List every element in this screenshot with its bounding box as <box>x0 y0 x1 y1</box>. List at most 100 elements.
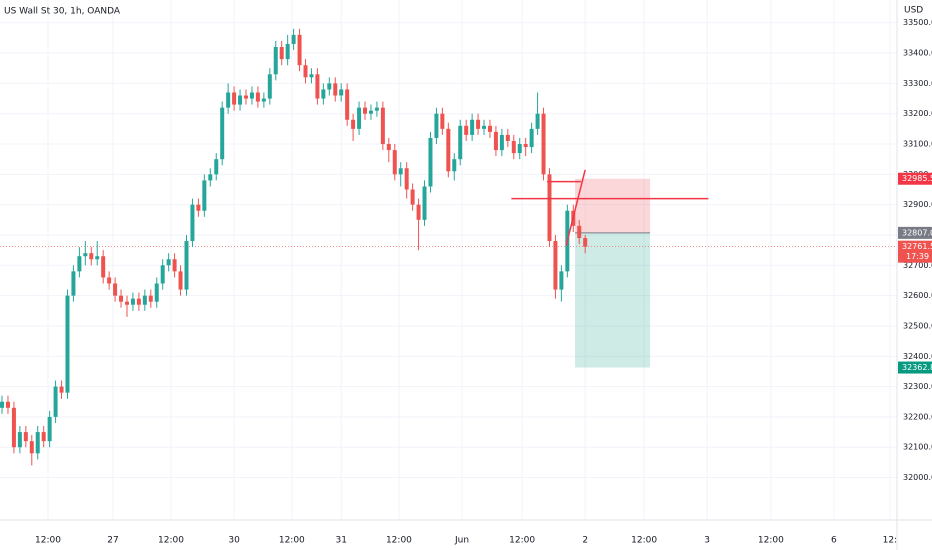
grid <box>0 0 897 520</box>
candle-body <box>523 144 528 148</box>
entry-label: 32807.0 <box>902 228 932 237</box>
candle-body <box>5 401 10 408</box>
candle-body <box>95 256 100 260</box>
candle-body <box>279 46 284 60</box>
candle-body <box>178 271 183 290</box>
candle-body <box>261 98 266 102</box>
candle-body <box>41 432 46 442</box>
y-tick-label: 33500.0 <box>903 18 932 27</box>
candle-body <box>517 144 522 154</box>
candle-body <box>452 159 457 172</box>
candle-body <box>214 159 219 175</box>
candle-body <box>505 134 510 141</box>
candle-body <box>124 301 129 305</box>
candle-body <box>404 168 409 190</box>
candle-body <box>130 298 135 305</box>
candle-body <box>511 140 516 154</box>
y-tick-label: 33100.0 <box>903 140 932 149</box>
plot <box>0 28 897 466</box>
candle-body <box>243 95 248 99</box>
candle-body <box>297 34 302 66</box>
chart-title: US Wall St 30, 1h, OANDA <box>4 7 121 17</box>
stop-zone <box>575 178 651 233</box>
candle-body <box>136 298 141 305</box>
candle-body <box>83 253 88 257</box>
y-tick-label: 32300.0 <box>903 382 932 391</box>
x-tick-label: 3 <box>704 536 710 546</box>
candle-body <box>226 92 231 108</box>
candle-body <box>184 241 189 290</box>
candle-body <box>291 34 296 44</box>
candle-body <box>529 128 534 148</box>
candle-body <box>273 46 278 75</box>
candle-body <box>238 95 243 105</box>
candle-body <box>440 113 445 129</box>
candle-body <box>583 238 588 247</box>
candle-body <box>487 125 492 132</box>
candle-body <box>160 265 165 284</box>
y-tick-label: 33200.0 <box>903 109 932 118</box>
x-tick-label: 12: <box>883 536 897 546</box>
candle-body <box>107 277 112 284</box>
candle-body <box>464 125 469 135</box>
axes: 32000.0 32100.0 32200.0 32300.0 32400.0 32500… <box>35 18 932 546</box>
candle-body <box>577 225 582 239</box>
candle-body <box>547 174 552 242</box>
x-tick-label: 2 <box>582 536 588 546</box>
candle-body <box>398 168 403 175</box>
candle-body <box>380 107 385 145</box>
candle-body <box>476 119 481 129</box>
y-tick-label: 33400.0 <box>903 49 932 58</box>
target-zone <box>575 232 651 368</box>
candle-body <box>482 125 487 129</box>
candle-body <box>446 128 451 172</box>
candle-body <box>202 180 207 211</box>
candle-body <box>59 386 64 393</box>
candle-body <box>541 113 546 175</box>
candle-body <box>333 83 338 96</box>
candle-body <box>0 401 5 408</box>
candle-body <box>559 271 564 290</box>
candle-body <box>315 74 320 99</box>
candle-body <box>119 295 124 302</box>
last-price-label-bg <box>898 240 932 263</box>
candle-body <box>535 113 540 129</box>
candle-body <box>363 107 368 114</box>
y-tick-label: 32600.0 <box>903 291 932 300</box>
candle-body <box>77 256 82 272</box>
target-label-bg <box>898 361 932 374</box>
y-tick-label: 32900.0 <box>903 200 932 209</box>
candle-body <box>321 89 326 99</box>
x-tick-label: 12:00 <box>631 536 657 546</box>
trend-line <box>565 169 586 246</box>
candle-body <box>113 283 118 296</box>
candle-body <box>422 186 427 220</box>
candle-body <box>249 92 254 99</box>
candle-body <box>89 253 94 260</box>
candle-body <box>428 137 433 187</box>
y-tick-label: 32400.0 <box>903 352 932 361</box>
candle-body <box>470 119 475 135</box>
x-tick-label: 12:00 <box>509 536 535 546</box>
candle-body <box>154 283 159 302</box>
candle-body <box>553 241 558 290</box>
x-tick-label: 31 <box>335 536 346 546</box>
x-tick-label: Jun <box>454 536 469 546</box>
candle-body <box>386 144 391 151</box>
candle-body <box>232 92 237 105</box>
candle-body <box>172 259 177 272</box>
candle-body <box>410 189 415 205</box>
candle-body <box>339 89 344 96</box>
candle-body <box>255 92 260 102</box>
candle-body <box>71 271 76 296</box>
x-tick-label: 12:00 <box>35 536 61 546</box>
stop-label: 32985.5 <box>902 174 932 183</box>
x-tick-label: 12:00 <box>158 536 184 546</box>
candle-body <box>17 432 22 448</box>
candle-body <box>303 65 308 78</box>
candle-body <box>220 107 225 160</box>
x-tick-label: 12:00 <box>386 536 412 546</box>
countdown: 17:39 <box>906 252 929 261</box>
candle-body <box>374 107 379 111</box>
